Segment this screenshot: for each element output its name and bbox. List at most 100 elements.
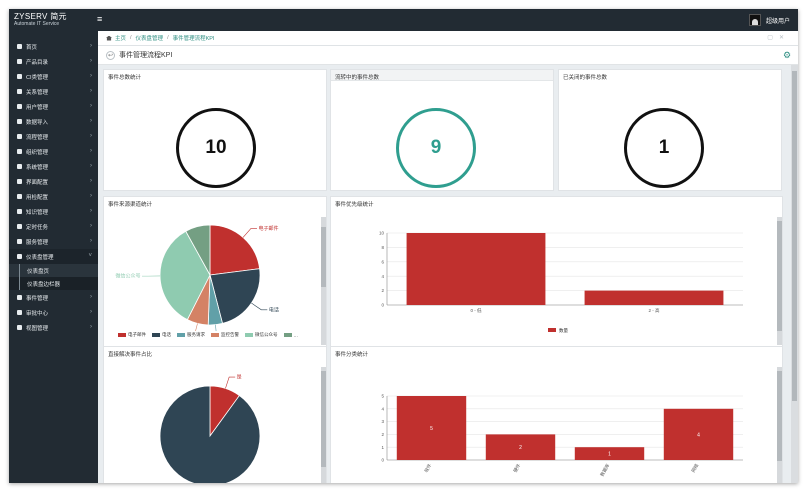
legend-item[interactable]: 监控告警 bbox=[211, 332, 239, 338]
chevron-right-icon: › bbox=[90, 193, 92, 199]
back-arrow-icon[interactable]: ↩ bbox=[106, 50, 115, 60]
sidebar-item[interactable]: 关系管理 › bbox=[9, 84, 98, 99]
kpi-title: 事件总数统计 bbox=[108, 75, 142, 81]
x-tick-label: 2 - 高 bbox=[648, 307, 660, 314]
kpi-circle: 10 bbox=[176, 108, 256, 188]
logo[interactable]: ZYSERV 简元 Automate IT Service bbox=[14, 12, 67, 27]
kpi-value: 9 bbox=[430, 137, 442, 158]
bar-value-label: 1 bbox=[608, 452, 611, 458]
bar bbox=[485, 434, 556, 460]
sidebar-item[interactable]: 首页 › bbox=[9, 39, 98, 54]
system-icon bbox=[17, 164, 22, 169]
x-tick-label: 软件 bbox=[423, 462, 434, 474]
chevron-right-icon: › bbox=[90, 58, 92, 64]
sidebar-item[interactable]: 组织管理 › bbox=[9, 144, 98, 159]
chevron-right-icon: › bbox=[90, 294, 92, 300]
sidebar-item[interactable]: 数据导入 › bbox=[9, 114, 98, 129]
legend-label: 电子邮件 bbox=[128, 332, 146, 337]
sidebar-item[interactable]: 系统管理 › bbox=[9, 159, 98, 174]
sidebar-item[interactable]: 服务管理 › bbox=[9, 234, 98, 249]
menu-toggle-icon[interactable]: ≡ bbox=[97, 14, 103, 24]
bar-value-label: 5 bbox=[430, 426, 433, 432]
bar bbox=[584, 290, 724, 305]
kpi-panel-in-progress: 流转中的事件总数 9 bbox=[330, 69, 554, 191]
legend-swatch bbox=[283, 333, 292, 338]
chevron-right-icon: › bbox=[90, 103, 92, 109]
window-controls[interactable]: ▢✕ bbox=[767, 35, 790, 41]
sidebar-item[interactable]: 界面配置 › bbox=[9, 174, 98, 189]
gear-icon[interactable]: ⚙ bbox=[783, 50, 792, 60]
scrollbar[interactable] bbox=[777, 217, 782, 345]
scrollbar[interactable] bbox=[321, 217, 326, 345]
bar bbox=[663, 408, 734, 460]
view-icon bbox=[17, 325, 22, 330]
top-bar: ZYSERV 简元 Automate IT Service ≡ 超级用户 bbox=[9, 9, 798, 31]
sidebar-item-label: 审批中心 bbox=[26, 310, 49, 317]
chart-panel-resolved: 直接解决事件占比 是 bbox=[103, 346, 327, 483]
pie-leader-line bbox=[215, 324, 217, 331]
y-tick-label: 1 bbox=[381, 445, 384, 450]
bar-value-label: 2 bbox=[519, 445, 522, 451]
legend-label: 电话 bbox=[162, 332, 171, 337]
chart-legend: 电子邮件 电话 服务请求 监控告警 微信公众号 … bbox=[118, 332, 298, 338]
sidebar-item-label: 数据导入 bbox=[26, 119, 49, 126]
y-tick-label: 5 bbox=[381, 394, 384, 399]
legend-item[interactable]: 电子邮件 bbox=[118, 332, 146, 338]
page-header: ↩ 事件管理流程KPI ⚙ bbox=[98, 46, 798, 65]
sidebar-item[interactable]: 产品目录 › bbox=[9, 54, 98, 69]
sidebar: 首页 › 产品目录 › CI类管理 › 关系管理 › 用户管理 › 数据导入 › 流程管理 › 组织管理 › 系… bbox=[9, 31, 98, 483]
legend-swatch bbox=[245, 332, 253, 337]
bar bbox=[406, 233, 546, 305]
timer-icon bbox=[17, 224, 22, 229]
logo-main: ZYSERV bbox=[14, 12, 48, 21]
legend-item[interactable]: 微信公众号 bbox=[245, 332, 278, 338]
sidebar-item[interactable]: 定时任务 › bbox=[9, 219, 98, 234]
sidebar-item[interactable]: 流程管理 › bbox=[9, 129, 98, 144]
x-tick-label: 0 - 低 bbox=[470, 307, 482, 314]
legend-item[interactable]: 服务请求 bbox=[177, 332, 205, 338]
user-icon bbox=[17, 104, 22, 109]
y-tick-label: 6 bbox=[381, 259, 384, 264]
x-tick-label: 硬件 bbox=[512, 462, 523, 474]
sidebar-item-label: 产品目录 bbox=[26, 59, 49, 66]
pie-label: 电子邮件 bbox=[258, 225, 278, 232]
sidebar-item[interactable]: CI类管理 › bbox=[9, 69, 98, 84]
scrollbar[interactable] bbox=[321, 367, 326, 483]
home-icon bbox=[17, 44, 22, 49]
main-scrollbar[interactable] bbox=[791, 65, 798, 483]
breadcrumb-home[interactable]: 主页 bbox=[115, 36, 127, 42]
sidebar-item[interactable]: 知识管理 › bbox=[9, 204, 98, 219]
event-icon bbox=[17, 295, 22, 300]
sidebar-item[interactable]: 用户管理 › bbox=[9, 99, 98, 114]
bar bbox=[574, 447, 645, 460]
sidebar-item[interactable]: 事件管理 › bbox=[9, 290, 98, 305]
priority-bar-chart: 0 2 4 6 8 10 0 - 低 2 - 高数量 bbox=[379, 231, 743, 334]
sidebar-item[interactable]: 仪表盘管理 ˅ bbox=[9, 249, 98, 264]
legend-item[interactable]: 电话 bbox=[152, 332, 171, 338]
legend-label: … bbox=[293, 332, 299, 338]
org-icon bbox=[17, 149, 22, 154]
pie-slice bbox=[159, 385, 261, 483]
sidebar-item[interactable]: 用检配置 › bbox=[9, 189, 98, 204]
sidebar-subitem[interactable]: 仪表盘页 bbox=[9, 264, 98, 277]
resolved-pie-chart: 是 bbox=[159, 375, 261, 483]
home-icon[interactable] bbox=[106, 35, 112, 41]
pie-label: 电话 bbox=[269, 306, 279, 313]
sidebar-subitem[interactable]: 仪表盘边栏器 bbox=[9, 277, 98, 290]
category-bar-chart: 0 1 2 3 4 5 5 软件 2 硬件 1 数据库 4 网络 bbox=[381, 394, 743, 478]
y-tick-label: 0 bbox=[381, 303, 384, 308]
breadcrumb-level2[interactable]: 仪表盘管理 bbox=[135, 36, 164, 42]
chart-legend: 数量 bbox=[548, 327, 568, 334]
service-icon bbox=[17, 239, 22, 244]
chart-title: 事件来源渠道统计 bbox=[108, 202, 153, 208]
sidebar-item[interactable]: 审批中心 › bbox=[9, 305, 98, 320]
sidebar-item[interactable]: 视图管理 › bbox=[9, 320, 98, 335]
legend-swatch bbox=[548, 328, 556, 332]
chevron-right-icon: › bbox=[90, 73, 92, 79]
sidebar-item-label: 仪表盘管理 bbox=[26, 254, 54, 261]
legend-item[interactable]: … bbox=[283, 332, 299, 338]
scrollbar[interactable] bbox=[777, 367, 782, 483]
user-menu[interactable]: 超级用户 bbox=[748, 13, 790, 27]
chevron-right-icon: › bbox=[90, 324, 92, 330]
